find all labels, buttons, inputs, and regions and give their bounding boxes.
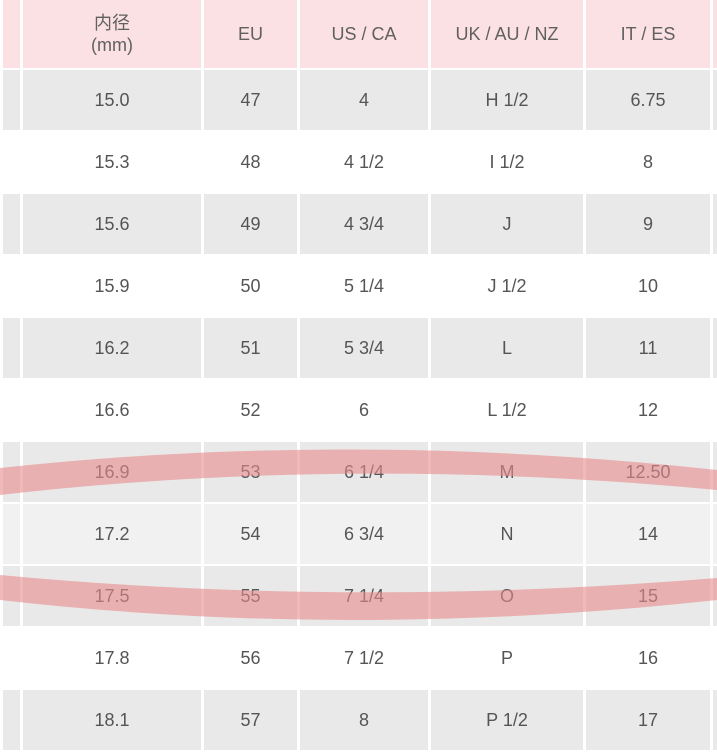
cell-uk-au-nz: P [430, 627, 585, 689]
cell-us-ca: 5 1/4 [299, 255, 430, 317]
cell-diameter: 18.1 [22, 689, 203, 751]
cell-us-ca: 6 1/4 [299, 441, 430, 503]
cell-it-es: 9 [585, 193, 712, 255]
cell-eu: 48 [203, 131, 299, 193]
cell-us-ca: 6 3/4 [299, 503, 430, 565]
cell-eu: 47 [203, 69, 299, 131]
cell-it-es: 6.75 [585, 69, 712, 131]
cell-it-es: 11 [585, 317, 712, 379]
cell-eu: 52 [203, 379, 299, 441]
cell-it-es: 14 [585, 503, 712, 565]
cell-uk-au-nz: L 1/2 [430, 379, 585, 441]
cell-uk-au-nz: L [430, 317, 585, 379]
cell-diameter: 15.0 [22, 69, 203, 131]
cell-diameter: 17.8 [22, 627, 203, 689]
cell-eu: 49 [203, 193, 299, 255]
cell-uk-au-nz: O [430, 565, 585, 627]
cell-eu: 53 [203, 441, 299, 503]
cell-diameter: 15.9 [22, 255, 203, 317]
cell-it-es: 12.50 [585, 441, 712, 503]
cell-diameter: 16.9 [22, 441, 203, 503]
cell-us-ca: 4 [299, 69, 430, 131]
cell-uk-au-nz: I 1/2 [430, 131, 585, 193]
cell-us-ca: 7 1/2 [299, 627, 430, 689]
cell-diameter: 17.5 [22, 565, 203, 627]
header-uk-au-nz: UK / AU / NZ [430, 0, 585, 69]
cell-uk-au-nz: P 1/2 [430, 689, 585, 751]
header-diameter-label: 内径 [94, 13, 130, 33]
cell-it-es: 16 [585, 627, 712, 689]
cell-uk-au-nz: H 1/2 [430, 69, 585, 131]
cell-us-ca: 8 [299, 689, 430, 751]
header-row: 内径(mm) EU US / CA UK / AU / NZ IT / ES [2, 0, 717, 69]
cell-us-ca: 4 3/4 [299, 193, 430, 255]
cell-diameter: 15.6 [22, 193, 203, 255]
cell-eu: 51 [203, 317, 299, 379]
cell-us-ca: 4 1/2 [299, 131, 430, 193]
cell-eu: 54 [203, 503, 299, 565]
header-diameter: 内径(mm) [22, 0, 203, 69]
header-eu: EU [203, 0, 299, 69]
cell-eu: 50 [203, 255, 299, 317]
cell-us-ca: 5 3/4 [299, 317, 430, 379]
cell-it-es: 10 [585, 255, 712, 317]
cell-it-es: 8 [585, 131, 712, 193]
cell-eu: 56 [203, 627, 299, 689]
cell-us-ca: 6 [299, 379, 430, 441]
cell-eu: 57 [203, 689, 299, 751]
cell-it-es: 17 [585, 689, 712, 751]
header-us-ca: US / CA [299, 0, 430, 69]
header-it-es: IT / ES [585, 0, 712, 69]
cell-diameter: 15.3 [22, 131, 203, 193]
cell-diameter: 16.6 [22, 379, 203, 441]
cell-eu: 55 [203, 565, 299, 627]
cell-us-ca: 7 1/4 [299, 565, 430, 627]
header-diameter-unit: (mm) [91, 35, 133, 55]
cell-it-es: 12 [585, 379, 712, 441]
cell-uk-au-nz: M [430, 441, 585, 503]
cell-uk-au-nz: J [430, 193, 585, 255]
cell-uk-au-nz: J 1/2 [430, 255, 585, 317]
cell-diameter: 17.2 [22, 503, 203, 565]
cell-uk-au-nz: N [430, 503, 585, 565]
cell-it-es: 15 [585, 565, 712, 627]
cell-diameter: 16.2 [22, 317, 203, 379]
